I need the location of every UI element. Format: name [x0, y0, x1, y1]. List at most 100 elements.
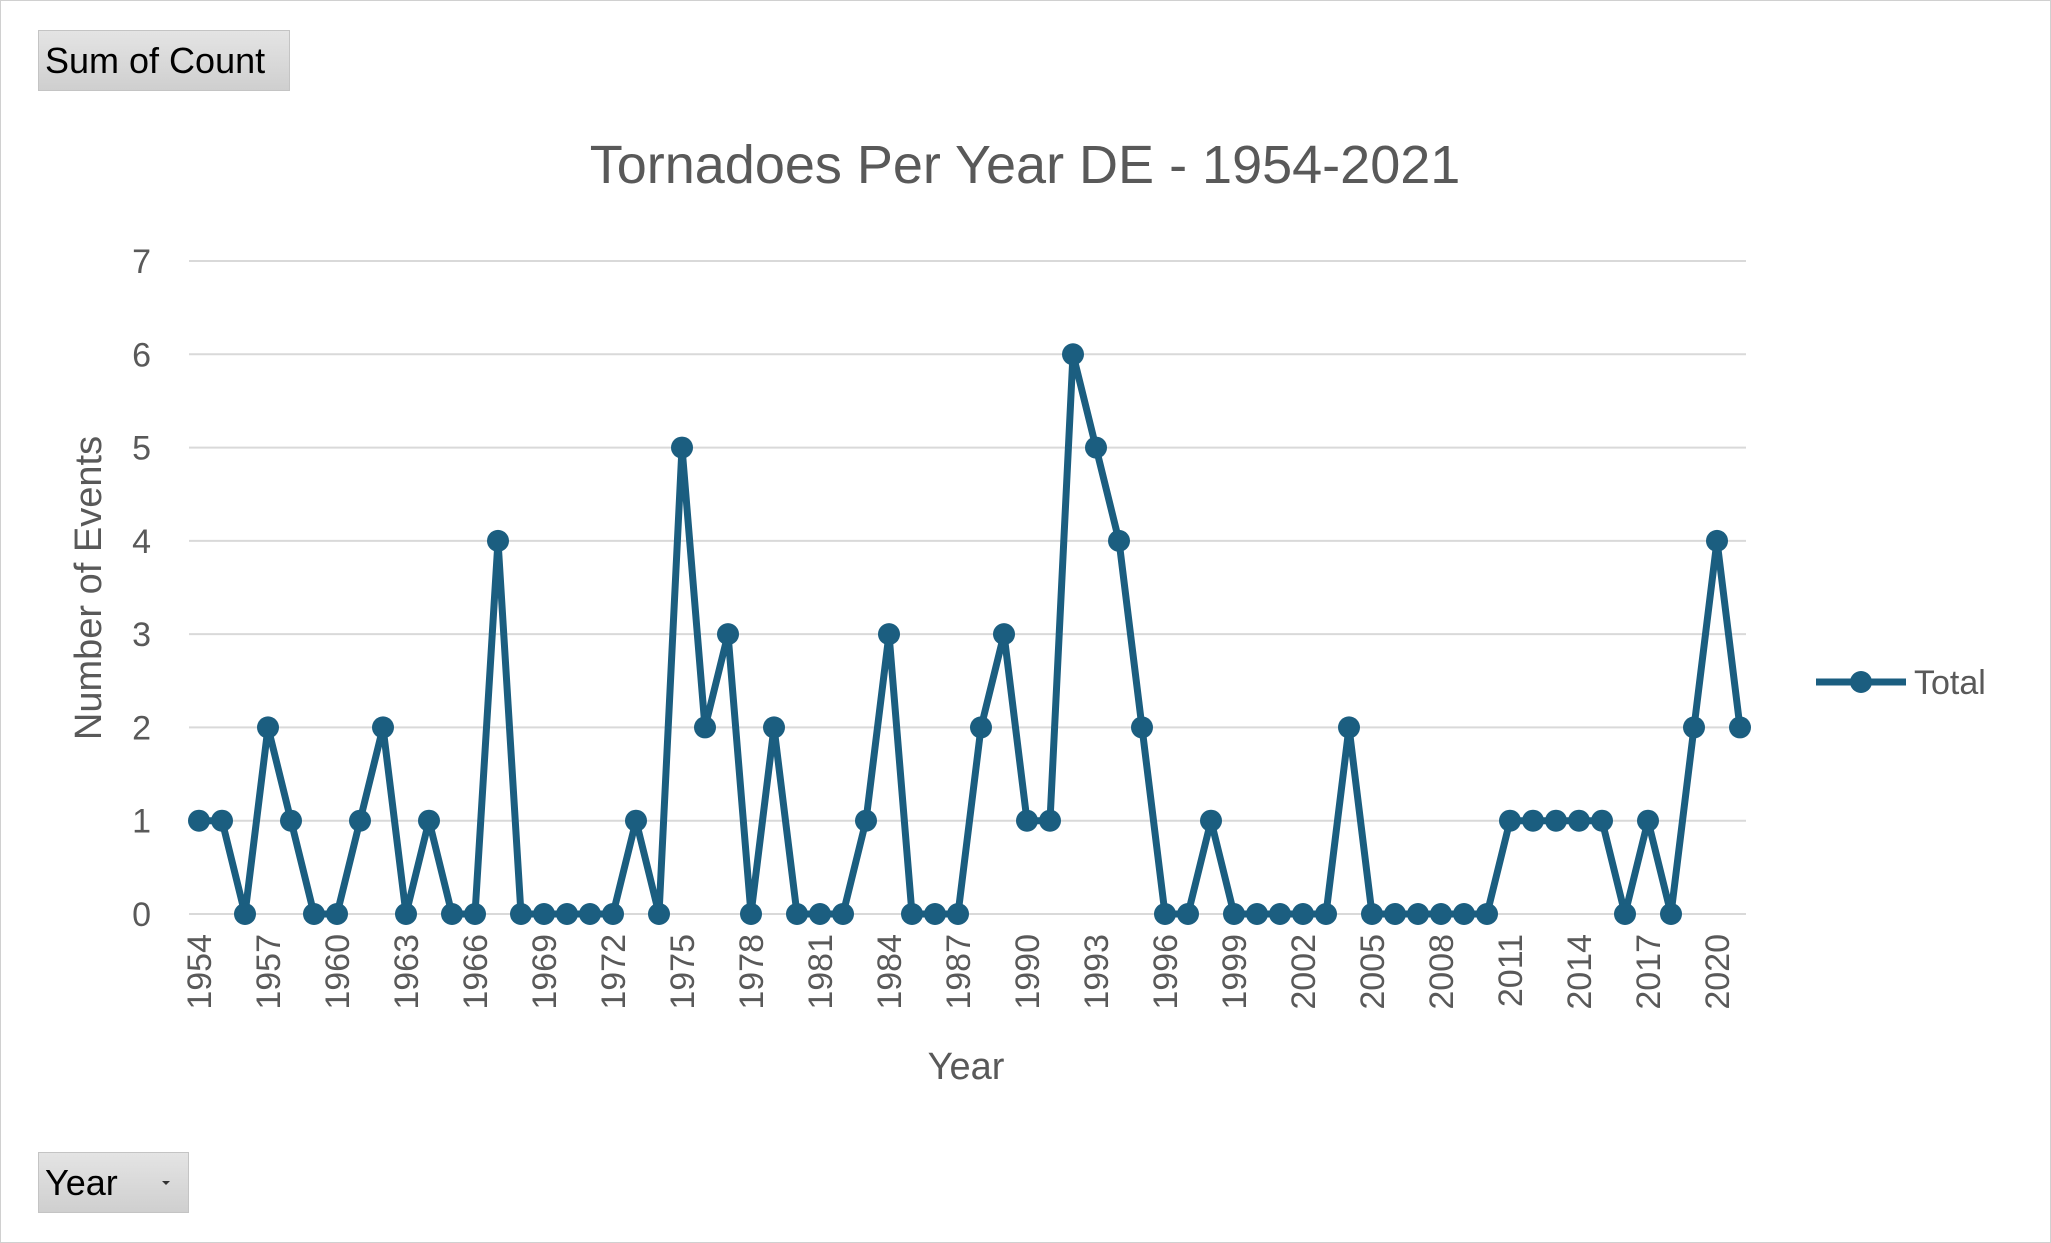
data-point-2003[interactable]: [1315, 903, 1337, 925]
data-point-1971[interactable]: [579, 903, 601, 925]
data-point-1984[interactable]: [878, 623, 900, 646]
data-point-2017[interactable]: [1637, 809, 1659, 832]
y-tick-label: 6: [132, 336, 151, 374]
data-point-1994[interactable]: [1108, 529, 1130, 552]
legend-entry-total: Total: [1914, 664, 1986, 702]
data-point-1969[interactable]: [533, 903, 555, 925]
x-tick-label: 1981: [802, 934, 840, 1010]
data-point-2016[interactable]: [1614, 903, 1636, 925]
data-point-2012[interactable]: [1522, 809, 1544, 832]
y-tick-label: 5: [132, 430, 151, 468]
data-point-2000[interactable]: [1246, 903, 1268, 925]
x-tick-label: 2005: [1354, 934, 1392, 1010]
x-tick-label: 1993: [1078, 934, 1116, 1010]
y-tick-label: 2: [132, 709, 151, 747]
x-tick-label: 1966: [457, 934, 495, 1010]
data-point-2020[interactable]: [1706, 529, 1728, 552]
data-point-1955[interactable]: [211, 809, 233, 832]
data-point-2004[interactable]: [1338, 716, 1360, 739]
x-tick-label: 2011: [1492, 934, 1530, 1007]
x-tick-label: 1960: [319, 934, 357, 1010]
data-point-2018[interactable]: [1660, 903, 1682, 925]
data-point-1972[interactable]: [602, 903, 624, 925]
data-point-2002[interactable]: [1292, 903, 1314, 925]
data-point-1993[interactable]: [1085, 436, 1107, 459]
x-axis-tick-labels: 1954 1957 1960 1963 1966 1969 1972 1975 1978 1981…: [181, 934, 1737, 1010]
data-point-1999[interactable]: [1223, 903, 1245, 925]
data-point-2015[interactable]: [1591, 809, 1613, 832]
data-point-2011[interactable]: [1499, 809, 1521, 832]
data-point-2014[interactable]: [1568, 809, 1590, 832]
data-point-1960[interactable]: [326, 903, 348, 925]
data-point-1963[interactable]: [395, 903, 417, 925]
data-point-1995[interactable]: [1131, 716, 1153, 739]
data-point-1977[interactable]: [717, 623, 739, 646]
data-point-1989[interactable]: [993, 623, 1015, 646]
sum-of-count-field-button[interactable]: Sum of Count: [38, 30, 290, 91]
data-point-1998[interactable]: [1200, 809, 1222, 832]
data-point-2006[interactable]: [1384, 903, 1406, 925]
data-point-1988[interactable]: [970, 716, 992, 739]
data-point-1968[interactable]: [510, 903, 532, 925]
data-point-1967[interactable]: [487, 529, 509, 552]
y-axis-title: Number of Events: [68, 436, 110, 740]
data-point-2019[interactable]: [1683, 716, 1705, 739]
data-point-2005[interactable]: [1361, 903, 1383, 925]
y-tick-label: 0: [132, 896, 151, 934]
data-point-1962[interactable]: [372, 716, 394, 739]
data-point-1981[interactable]: [809, 903, 831, 925]
data-point-1958[interactable]: [280, 809, 302, 832]
data-point-2009[interactable]: [1453, 903, 1475, 925]
data-point-1954[interactable]: [188, 809, 210, 832]
y-tick-label: 7: [132, 243, 151, 281]
x-tick-label: 1996: [1147, 934, 1185, 1010]
gridlines: [189, 260, 1746, 915]
data-point-1959[interactable]: [303, 903, 325, 925]
x-tick-label: 1975: [664, 934, 702, 1010]
data-point-1957[interactable]: [257, 716, 279, 739]
year-field-button[interactable]: Year: [38, 1152, 189, 1213]
data-point-1982[interactable]: [832, 903, 854, 925]
x-tick-label: 1957: [250, 934, 288, 1010]
x-tick-label: 1978: [733, 934, 771, 1010]
data-point-1970[interactable]: [556, 903, 578, 925]
data-point-1983[interactable]: [855, 809, 877, 832]
x-tick-label: 2014: [1561, 934, 1599, 1010]
data-point-2021[interactable]: [1729, 716, 1751, 739]
data-point-1997[interactable]: [1177, 903, 1199, 925]
year-label: Year: [45, 1161, 118, 1203]
data-point-2010[interactable]: [1476, 903, 1498, 925]
data-point-1992[interactable]: [1062, 343, 1084, 366]
data-point-1996[interactable]: [1154, 903, 1176, 925]
data-point-1990[interactable]: [1016, 809, 1038, 832]
data-point-1986[interactable]: [924, 903, 946, 925]
x-tick-label: 1987: [940, 934, 978, 1010]
data-point-2008[interactable]: [1430, 903, 1452, 925]
data-point-1991[interactable]: [1039, 809, 1061, 832]
data-point-1974[interactable]: [648, 903, 670, 925]
data-point-1965[interactable]: [441, 903, 463, 925]
data-point-1979[interactable]: [763, 716, 785, 739]
data-point-1978[interactable]: [740, 903, 762, 925]
data-point-1987[interactable]: [947, 903, 969, 925]
x-tick-label: 2020: [1699, 934, 1737, 1010]
data-point-2001[interactable]: [1269, 903, 1291, 925]
data-point-1973[interactable]: [625, 809, 647, 832]
data-point-1985[interactable]: [901, 903, 923, 925]
data-point-1980[interactable]: [786, 903, 808, 925]
data-point-1956[interactable]: [234, 903, 256, 925]
data-point-1961[interactable]: [349, 809, 371, 832]
y-tick-label: 4: [132, 523, 151, 561]
x-axis-title: Year: [928, 1046, 1005, 1088]
x-tick-label: 1990: [1009, 934, 1047, 1010]
data-point-2013[interactable]: [1545, 809, 1567, 832]
y-axis-tick-labels: 0 1 2 3 4 5 6 7: [132, 243, 151, 934]
chart-title: Tornadoes Per Year DE - 1954-2021: [590, 135, 1461, 195]
legend[interactable]: Total: [1816, 664, 1986, 702]
data-point-1964[interactable]: [418, 809, 440, 832]
data-point-1976[interactable]: [694, 716, 716, 739]
data-point-1966[interactable]: [464, 903, 486, 925]
data-point-1975[interactable]: [671, 436, 693, 459]
data-point-2007[interactable]: [1407, 903, 1429, 925]
